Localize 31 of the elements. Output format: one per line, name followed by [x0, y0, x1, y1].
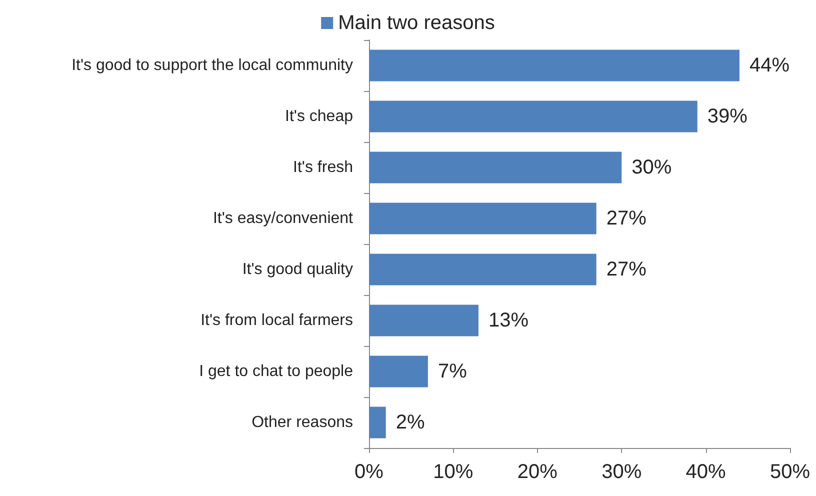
- x-tick-label: 40%: [686, 461, 726, 483]
- y-tick-label: It's good quality: [242, 261, 353, 278]
- x-tick-label: 20%: [517, 461, 558, 483]
- y-tick-label: It's cheap: [285, 108, 354, 125]
- data-label: 27%: [606, 208, 647, 230]
- bar: [369, 406, 386, 438]
- x-tick-label: 30%: [602, 461, 642, 483]
- x-tick-label: 10%: [433, 461, 474, 483]
- bar: [369, 254, 596, 286]
- data-label: 27%: [606, 258, 647, 280]
- bar: [369, 100, 698, 132]
- x-tick-label: 50%: [770, 461, 810, 483]
- bar: [369, 152, 622, 184]
- y-tick-label: I get to chat to people: [199, 363, 354, 380]
- legend-label: Main two reasons: [338, 12, 495, 34]
- data-label: 7%: [438, 360, 468, 382]
- x-tick-label: 0%: [354, 461, 384, 483]
- data-label: 44%: [749, 54, 790, 76]
- y-tick-label: It's good to support the local community: [72, 57, 353, 74]
- data-label: 30%: [632, 156, 672, 178]
- y-tick-label: It's easy/convenient: [212, 210, 354, 227]
- bar: [369, 304, 478, 336]
- data-label: 2%: [396, 412, 425, 434]
- y-tick-label: Other reasons: [252, 414, 353, 431]
- y-tick-label: It's from local farmers: [200, 312, 353, 329]
- bar: [369, 50, 740, 82]
- data-label: 13%: [488, 310, 529, 332]
- y-tick-label: It's fresh: [293, 159, 353, 176]
- bar: [369, 202, 596, 234]
- data-label: 39%: [707, 106, 748, 128]
- bar: [369, 356, 428, 388]
